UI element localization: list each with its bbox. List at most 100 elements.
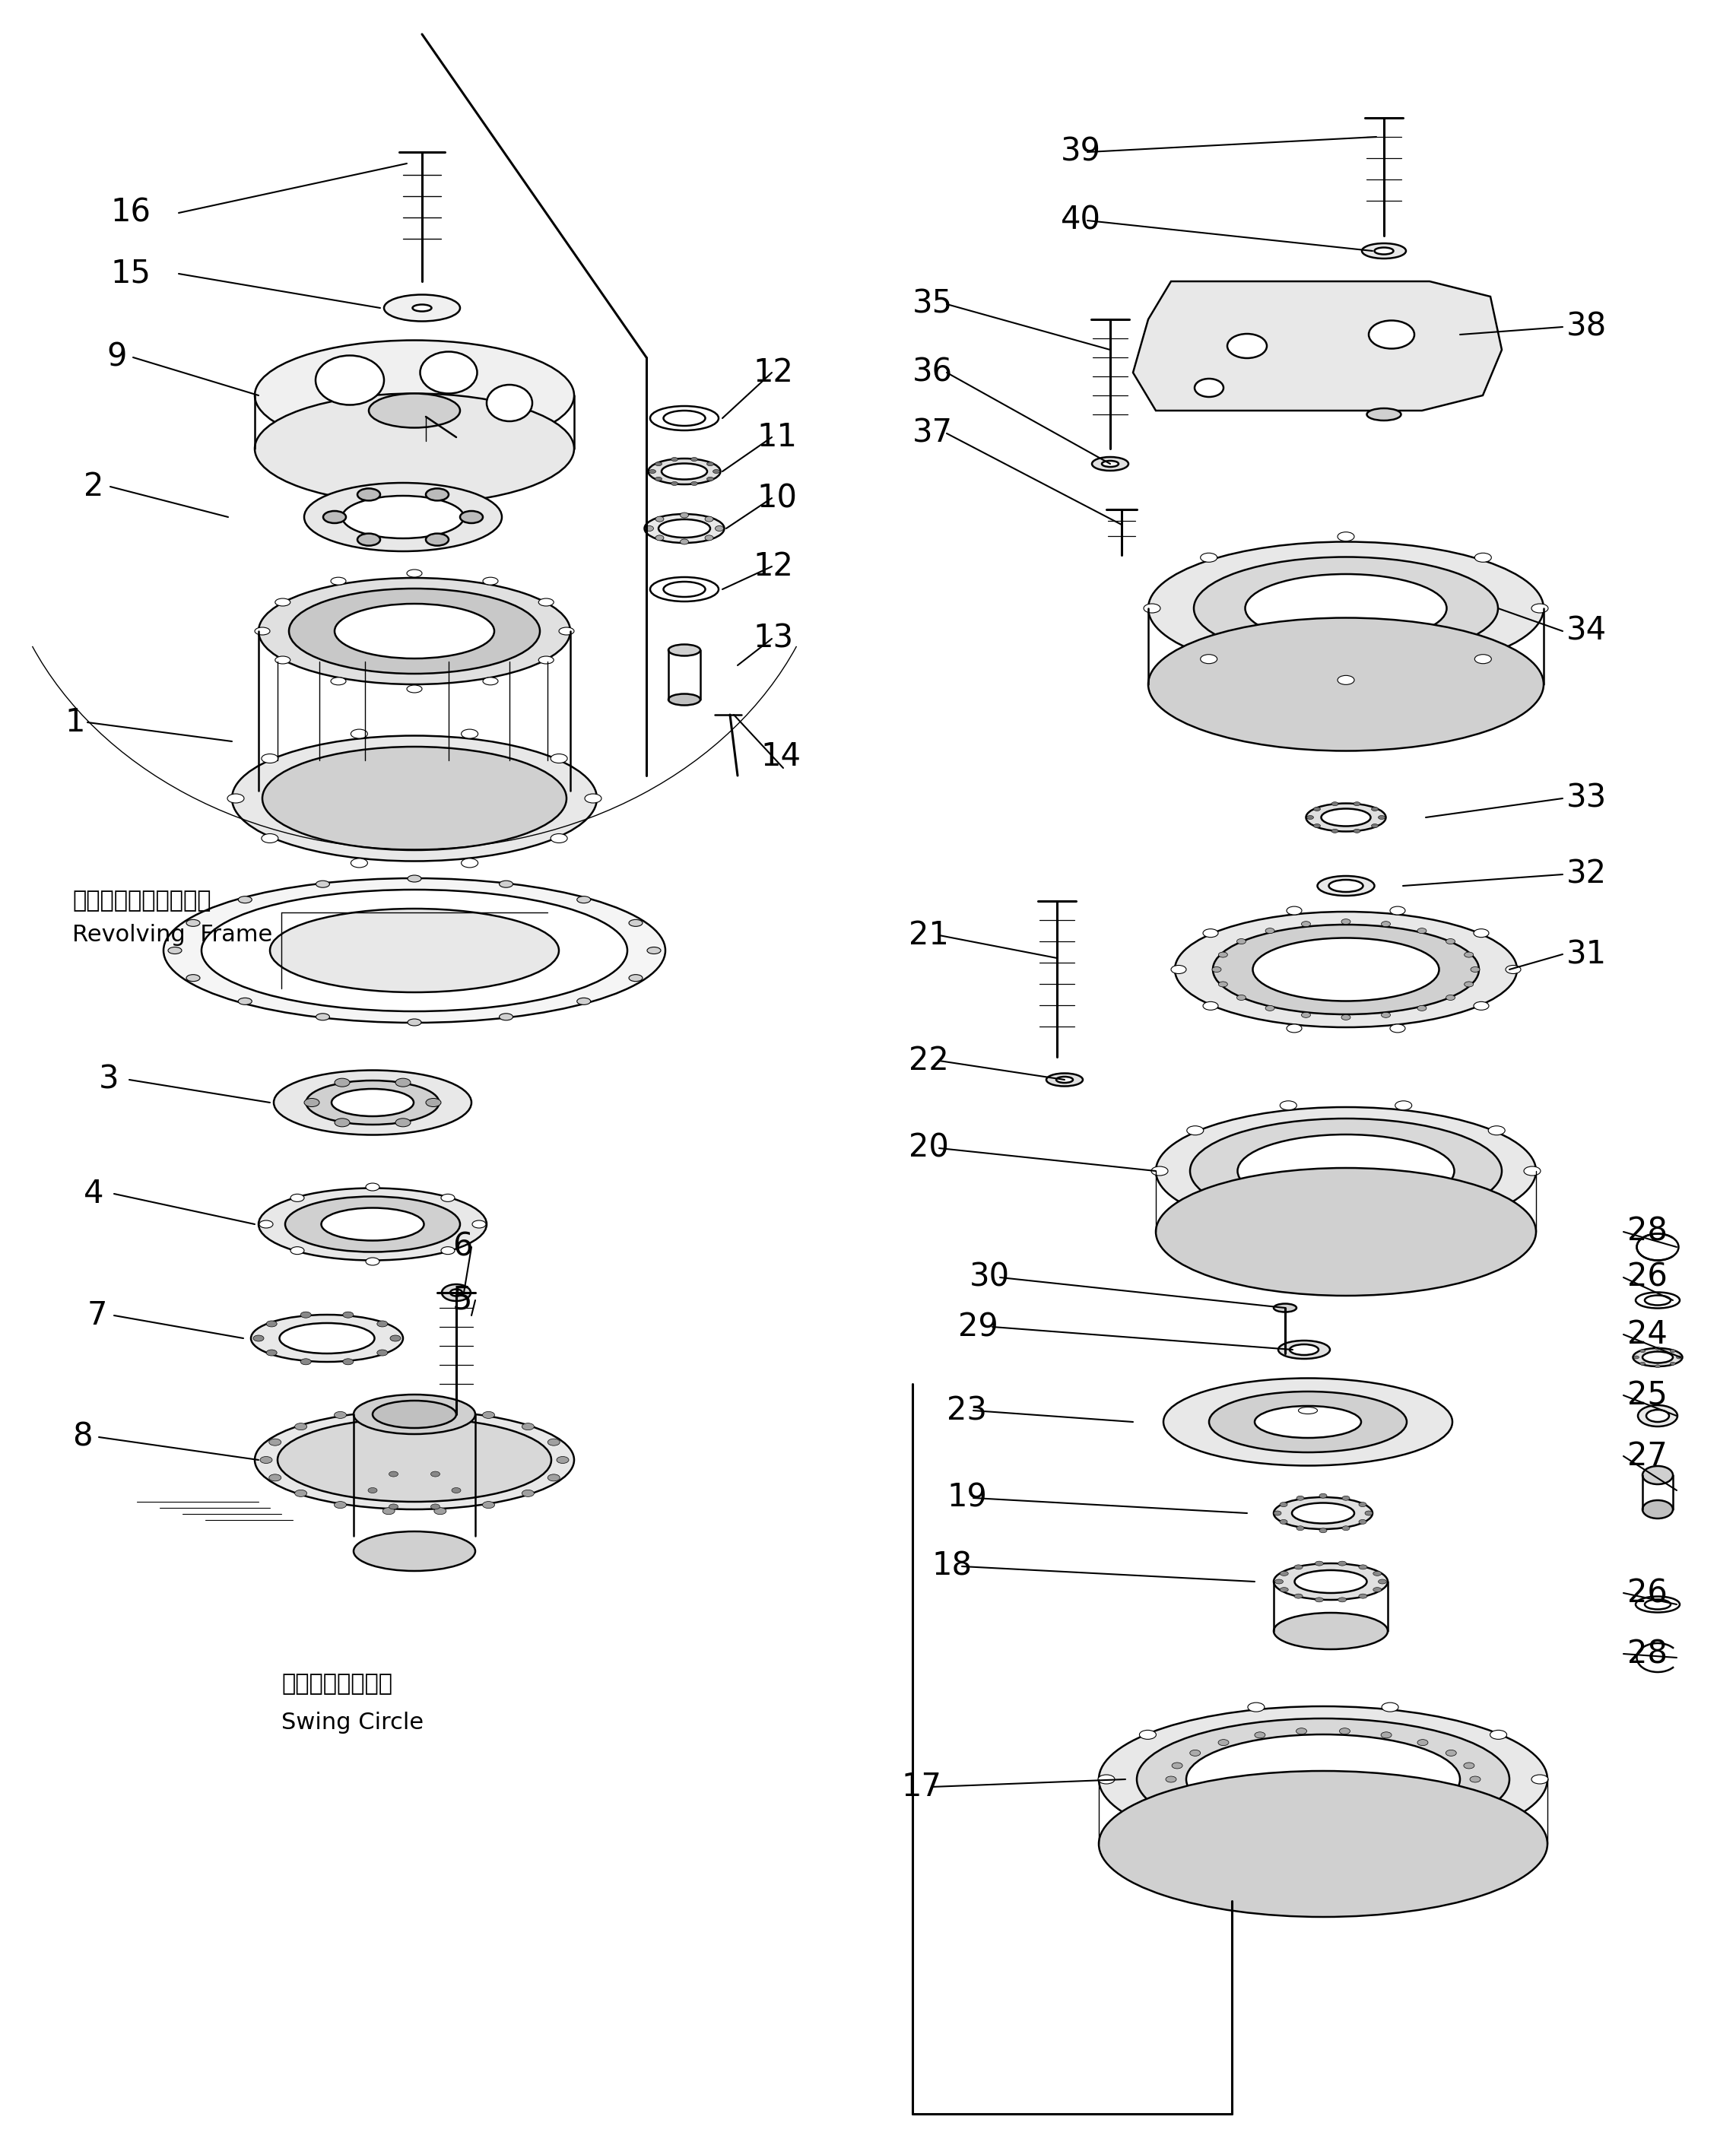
Ellipse shape xyxy=(1248,1703,1264,1711)
Ellipse shape xyxy=(259,578,571,683)
Ellipse shape xyxy=(186,975,200,981)
Ellipse shape xyxy=(1156,1167,1536,1296)
Ellipse shape xyxy=(460,512,483,523)
Ellipse shape xyxy=(1670,1349,1675,1352)
Ellipse shape xyxy=(1238,1135,1455,1208)
Ellipse shape xyxy=(1297,1495,1304,1499)
Ellipse shape xyxy=(332,677,345,685)
Ellipse shape xyxy=(1279,1587,1288,1592)
Ellipse shape xyxy=(649,469,656,473)
Ellipse shape xyxy=(628,975,642,981)
Ellipse shape xyxy=(707,463,713,465)
Ellipse shape xyxy=(1380,1733,1392,1737)
Ellipse shape xyxy=(1253,938,1439,1000)
Ellipse shape xyxy=(1295,1594,1302,1598)
Ellipse shape xyxy=(1274,1579,1283,1583)
Ellipse shape xyxy=(1245,574,1446,643)
Ellipse shape xyxy=(1274,1613,1387,1649)
Ellipse shape xyxy=(1338,1562,1347,1566)
Ellipse shape xyxy=(1378,816,1385,818)
Ellipse shape xyxy=(644,514,724,542)
Ellipse shape xyxy=(1295,1566,1302,1570)
Ellipse shape xyxy=(1337,531,1354,542)
Ellipse shape xyxy=(266,1349,278,1356)
Text: 34: 34 xyxy=(1566,615,1608,647)
Ellipse shape xyxy=(1382,1703,1399,1711)
Ellipse shape xyxy=(1248,1846,1264,1855)
Ellipse shape xyxy=(1359,1502,1366,1506)
Text: 23: 23 xyxy=(946,1394,988,1427)
Ellipse shape xyxy=(500,1013,512,1020)
Ellipse shape xyxy=(651,407,719,431)
Ellipse shape xyxy=(1189,1750,1201,1756)
Ellipse shape xyxy=(1417,1739,1429,1746)
Ellipse shape xyxy=(377,1349,387,1356)
Ellipse shape xyxy=(462,728,477,739)
Ellipse shape xyxy=(1463,951,1474,957)
Ellipse shape xyxy=(1314,1562,1323,1566)
Ellipse shape xyxy=(288,589,540,675)
Text: 36: 36 xyxy=(913,356,953,388)
Ellipse shape xyxy=(1368,321,1415,349)
Ellipse shape xyxy=(335,1077,349,1086)
Ellipse shape xyxy=(483,677,498,685)
Ellipse shape xyxy=(434,1508,446,1514)
Ellipse shape xyxy=(342,1358,354,1364)
Ellipse shape xyxy=(1364,1510,1373,1514)
Ellipse shape xyxy=(1305,803,1385,831)
Ellipse shape xyxy=(1474,1002,1489,1011)
Ellipse shape xyxy=(1337,675,1354,685)
Text: 26: 26 xyxy=(1627,1577,1668,1609)
Ellipse shape xyxy=(1637,1405,1677,1427)
Ellipse shape xyxy=(227,795,245,803)
Ellipse shape xyxy=(262,833,278,842)
Ellipse shape xyxy=(1463,1791,1474,1795)
Ellipse shape xyxy=(425,488,448,501)
Ellipse shape xyxy=(1531,1776,1549,1784)
Text: 30: 30 xyxy=(969,1262,1010,1294)
Text: 18: 18 xyxy=(932,1551,972,1583)
Ellipse shape xyxy=(351,859,368,868)
Ellipse shape xyxy=(382,1508,394,1514)
Ellipse shape xyxy=(1144,604,1160,613)
Ellipse shape xyxy=(300,1358,311,1364)
Ellipse shape xyxy=(1255,1821,1266,1827)
Ellipse shape xyxy=(1354,829,1361,833)
Ellipse shape xyxy=(278,1418,552,1502)
Ellipse shape xyxy=(1635,1292,1680,1309)
Ellipse shape xyxy=(1194,379,1224,396)
Ellipse shape xyxy=(654,463,661,465)
Text: 13: 13 xyxy=(753,623,793,655)
Text: 31: 31 xyxy=(1566,938,1608,970)
Ellipse shape xyxy=(431,1472,439,1476)
Ellipse shape xyxy=(425,533,448,546)
Ellipse shape xyxy=(1342,919,1351,925)
Ellipse shape xyxy=(483,1502,495,1508)
Ellipse shape xyxy=(681,512,689,518)
Ellipse shape xyxy=(1505,966,1521,975)
Ellipse shape xyxy=(1314,1598,1323,1602)
Ellipse shape xyxy=(269,1439,281,1446)
Text: 27: 27 xyxy=(1627,1439,1667,1472)
Ellipse shape xyxy=(1055,1077,1073,1084)
Ellipse shape xyxy=(1314,825,1321,827)
Text: 35: 35 xyxy=(913,289,953,319)
Ellipse shape xyxy=(1382,921,1391,927)
Ellipse shape xyxy=(1417,927,1427,934)
Ellipse shape xyxy=(255,628,269,634)
Ellipse shape xyxy=(1446,938,1455,945)
Ellipse shape xyxy=(1137,1718,1509,1840)
Ellipse shape xyxy=(425,1099,441,1107)
Ellipse shape xyxy=(651,576,719,602)
Text: 24: 24 xyxy=(1627,1319,1668,1349)
Ellipse shape xyxy=(316,880,330,887)
Ellipse shape xyxy=(1391,906,1404,915)
Ellipse shape xyxy=(295,1491,307,1497)
Ellipse shape xyxy=(1474,930,1489,938)
Ellipse shape xyxy=(1446,994,1455,1000)
Ellipse shape xyxy=(1375,248,1394,255)
Ellipse shape xyxy=(1227,334,1267,358)
Ellipse shape xyxy=(1382,1846,1399,1855)
Ellipse shape xyxy=(576,998,590,1005)
Ellipse shape xyxy=(1340,1825,1351,1831)
